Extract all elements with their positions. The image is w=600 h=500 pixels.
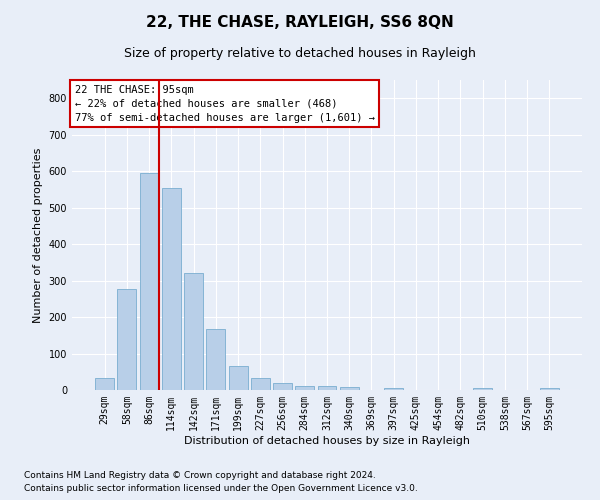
Bar: [295, 386, 314, 390]
Bar: [206, 328, 225, 390]
Bar: [184, 274, 203, 390]
Text: Contains public sector information licensed under the Open Government Licence v3: Contains public sector information licen…: [24, 484, 418, 493]
Bar: [118, 288, 136, 390]
Bar: [540, 388, 559, 390]
Bar: [473, 388, 492, 390]
Text: Contains HM Land Registry data © Crown copyright and database right 2024.: Contains HM Land Registry data © Crown c…: [24, 470, 376, 480]
Bar: [140, 173, 158, 390]
Bar: [340, 387, 359, 390]
X-axis label: Distribution of detached houses by size in Rayleigh: Distribution of detached houses by size …: [184, 436, 470, 446]
Text: 22 THE CHASE: 95sqm
← 22% of detached houses are smaller (468)
77% of semi-detac: 22 THE CHASE: 95sqm ← 22% of detached ho…: [74, 84, 374, 122]
Text: Size of property relative to detached houses in Rayleigh: Size of property relative to detached ho…: [124, 48, 476, 60]
Bar: [162, 188, 181, 390]
Bar: [95, 378, 114, 390]
Y-axis label: Number of detached properties: Number of detached properties: [33, 148, 43, 322]
Bar: [251, 378, 270, 390]
Bar: [273, 384, 292, 390]
Bar: [384, 388, 403, 390]
Bar: [317, 386, 337, 390]
Bar: [229, 366, 248, 390]
Text: 22, THE CHASE, RAYLEIGH, SS6 8QN: 22, THE CHASE, RAYLEIGH, SS6 8QN: [146, 15, 454, 30]
